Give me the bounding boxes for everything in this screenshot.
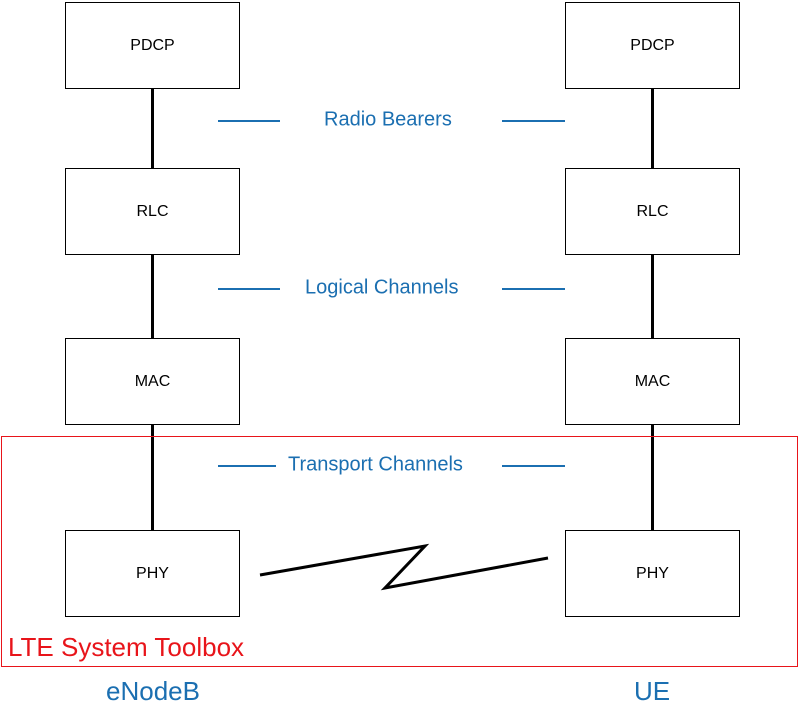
- right-link-pdcp-rlc: [651, 88, 654, 168]
- logical-channels-dash-left: [218, 288, 280, 290]
- right-mac-box: MAC: [565, 338, 740, 425]
- right-pdcp-box: PDCP: [565, 2, 740, 89]
- lte-toolbox-frame: [1, 436, 798, 667]
- transport-channels-label: Transport Channels: [288, 453, 463, 476]
- left-link-rlc-mac: [151, 254, 154, 338]
- right-phy-box: PHY: [565, 530, 740, 617]
- radio-bearers-label: Radio Bearers: [324, 108, 452, 131]
- transport-channels-dash-right: [502, 465, 565, 467]
- right-rlc-box: RLC: [565, 168, 740, 255]
- left-mac-box: MAC: [65, 338, 240, 425]
- radio-bearers-dash-right: [502, 120, 565, 122]
- right-link-rlc-mac: [651, 254, 654, 338]
- radio-bearers-dash-left: [218, 120, 280, 122]
- right-link-mac-phy: [651, 424, 654, 530]
- ue-label: UE: [633, 676, 671, 706]
- enodeb-label: eNodeB: [106, 676, 200, 706]
- lte-toolbox-label: LTE System Toolbox: [8, 632, 245, 662]
- logical-channels-label: Logical Channels: [305, 276, 459, 299]
- left-pdcp-box: PDCP: [65, 2, 240, 89]
- left-link-pdcp-rlc: [151, 88, 154, 168]
- transport-channels-dash-left: [218, 465, 276, 467]
- left-rlc-box: RLC: [65, 168, 240, 255]
- left-link-mac-phy: [151, 424, 154, 530]
- left-phy-box: PHY: [65, 530, 240, 617]
- logical-channels-dash-right: [502, 288, 565, 290]
